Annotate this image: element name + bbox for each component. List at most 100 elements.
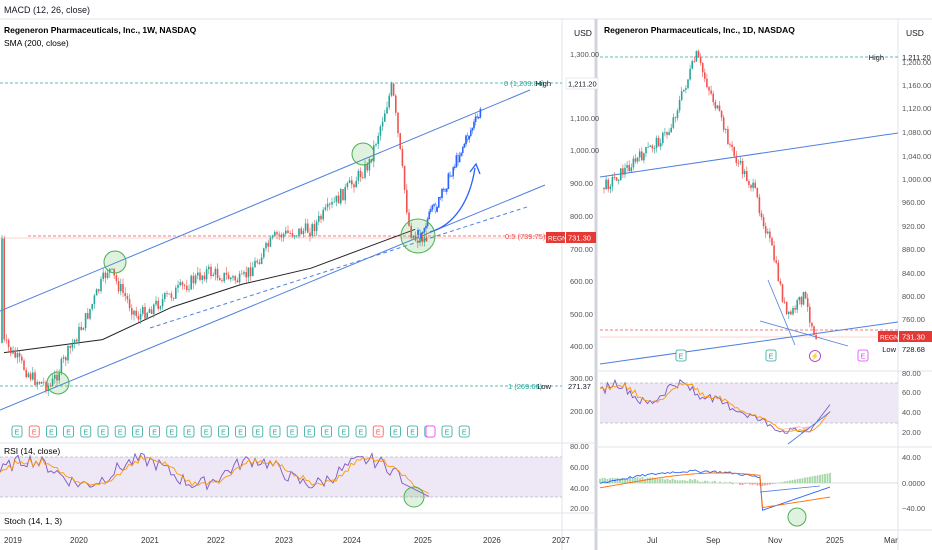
highlight-circle-2020[interactable] bbox=[103, 250, 127, 274]
right-wedge-line-a[interactable] bbox=[767, 279, 796, 346]
right-wedge-line-b[interactable] bbox=[759, 320, 849, 347]
right-macd-histogram[interactable] bbox=[599, 473, 831, 486]
earnings-event-marker[interactable] bbox=[166, 425, 178, 438]
left-rsi-line[interactable] bbox=[0, 452, 430, 497]
right-support-line[interactable] bbox=[599, 321, 899, 365]
highlight-circle-rsi[interactable] bbox=[403, 486, 425, 508]
earnings-event-marker[interactable] bbox=[338, 425, 350, 438]
earnings-event-marker[interactable] bbox=[355, 425, 367, 438]
earnings-event-marker[interactable] bbox=[303, 425, 315, 438]
macd-histogram-bar bbox=[751, 483, 754, 485]
right-time-axis[interactable]: Jul Sep Nov 2025 Mar bbox=[647, 536, 898, 545]
right-rsi-line[interactable] bbox=[599, 378, 831, 434]
earnings-event-marker[interactable] bbox=[441, 425, 453, 438]
earnings-event-marker[interactable] bbox=[217, 425, 229, 438]
projected-candle-body bbox=[450, 175, 453, 177]
left-stoch-label[interactable]: Stoch (14, 1, 3) bbox=[4, 516, 62, 526]
daily-candle-body bbox=[689, 68, 691, 80]
highlight-circle-2024[interactable] bbox=[351, 142, 375, 166]
dividend-event-marker[interactable] bbox=[809, 350, 821, 362]
daily-candle-body bbox=[649, 145, 651, 147]
left-price-tick: 500.00 bbox=[570, 310, 593, 319]
daily-candles[interactable] bbox=[603, 49, 817, 340]
candle-body bbox=[362, 177, 364, 179]
right-macd-divergence-line[interactable] bbox=[759, 485, 821, 493]
earnings-event-marker[interactable] bbox=[11, 425, 23, 438]
candle-body bbox=[14, 350, 16, 358]
earnings-event-marker[interactable] bbox=[458, 425, 470, 438]
candle-body bbox=[269, 237, 272, 247]
macd-histogram-bar bbox=[771, 483, 774, 485]
candle-body bbox=[51, 378, 54, 386]
earnings-event-marker[interactable] bbox=[63, 425, 74, 438]
left-price-tick: 600.00 bbox=[570, 277, 593, 286]
earnings-event-marker[interactable] bbox=[765, 349, 777, 362]
left-currency-label[interactable]: USD bbox=[574, 28, 592, 38]
projection-group[interactable] bbox=[417, 106, 482, 241]
earnings-event-marker[interactable] bbox=[372, 425, 384, 438]
candle-body bbox=[128, 299, 131, 309]
right-macd-tick-40: 40.00 bbox=[902, 453, 921, 462]
right-rsi-divergence-line[interactable] bbox=[787, 411, 831, 445]
earnings-event-marker[interactable] bbox=[46, 425, 57, 438]
earnings-event-marker[interactable] bbox=[80, 425, 92, 438]
candle-body bbox=[56, 374, 58, 381]
candle-body bbox=[78, 326, 80, 342]
left-rsi-label[interactable]: RSI (14, close) bbox=[4, 446, 60, 456]
candle-body bbox=[412, 235, 415, 238]
right-macd-line[interactable] bbox=[599, 469, 831, 511]
candle-body bbox=[291, 233, 294, 237]
earnings-event-marker[interactable] bbox=[114, 425, 126, 438]
left-low-label: Low bbox=[537, 382, 551, 391]
right-macd-signal-line[interactable] bbox=[599, 472, 831, 509]
right-rsi-signal-line[interactable] bbox=[599, 382, 831, 433]
earnings-event-marker[interactable] bbox=[235, 425, 247, 438]
earnings-event-marker[interactable] bbox=[149, 425, 161, 438]
left-rsi-signal-line[interactable] bbox=[0, 454, 430, 494]
candle-body bbox=[179, 282, 181, 285]
earnings-event-marker[interactable] bbox=[269, 425, 281, 438]
earnings-event-marker[interactable] bbox=[321, 425, 333, 438]
earnings-event-marker[interactable] bbox=[286, 425, 298, 438]
earnings-event-marker[interactable] bbox=[407, 425, 419, 438]
earnings-event-marker[interactable] bbox=[28, 425, 40, 438]
right-price-axis[interactable]: 1,200.00 1,160.00 1,120.00 1,080.00 1,040.00… bbox=[902, 58, 931, 324]
earnings-event-marker[interactable] bbox=[389, 425, 401, 438]
left-earnings-events[interactable]: EEEEEEEEEEEEEEEEEEEEEEEEEEE bbox=[11, 425, 470, 438]
macd-histogram-bar bbox=[631, 478, 634, 484]
lower-channel-line[interactable] bbox=[0, 184, 546, 411]
earnings-event-marker[interactable] bbox=[675, 349, 687, 362]
highlight-circle-2019[interactable] bbox=[46, 371, 70, 395]
highlight-circle-2024-low[interactable] bbox=[400, 218, 436, 254]
candle-body bbox=[340, 189, 342, 204]
macd-indicator-label[interactable]: MACD (12, 26, close) bbox=[4, 5, 91, 15]
earnings-event-marker[interactable] bbox=[97, 425, 109, 438]
highlight-circle-macd[interactable] bbox=[787, 507, 807, 527]
macd-histogram-bar bbox=[774, 483, 776, 484]
daily-candle-body bbox=[735, 155, 738, 163]
earnings-event-marker[interactable] bbox=[857, 349, 869, 362]
earnings-event-marker[interactable] bbox=[131, 425, 143, 438]
earnings-event-label: E bbox=[393, 430, 398, 437]
right-currency-label[interactable]: USD bbox=[906, 28, 924, 38]
candle-body bbox=[93, 295, 96, 305]
left-price-axis[interactable]: 1,300.00 1,100.00 1,000.00 900.00 800.00 700.… bbox=[570, 50, 599, 416]
dividend-event-marker[interactable] bbox=[425, 425, 436, 438]
right-earnings-events[interactable]: E E ⚡ E bbox=[675, 349, 869, 362]
earnings-event-marker[interactable] bbox=[183, 425, 195, 438]
macd-histogram-bar bbox=[671, 478, 674, 484]
dashed-support-line[interactable] bbox=[149, 205, 531, 329]
right-resistance-line[interactable] bbox=[599, 132, 899, 178]
left-sma-label[interactable]: SMA (200, close) bbox=[4, 38, 69, 48]
earnings-event-marker[interactable] bbox=[200, 425, 212, 438]
earnings-event-label: E bbox=[376, 430, 381, 437]
left-time-axis[interactable]: 2019 2020 2021 2022 2023 2024 2025 2026 2027 bbox=[4, 536, 570, 545]
sma-200-line[interactable] bbox=[3, 228, 416, 354]
daily-candle-body bbox=[748, 181, 750, 185]
left-time-label: 2026 bbox=[483, 536, 501, 545]
earnings-event-marker[interactable] bbox=[252, 425, 264, 438]
upper-channel-line[interactable] bbox=[0, 89, 531, 312]
weekly-candles[interactable] bbox=[1, 81, 428, 397]
projection-arrow[interactable] bbox=[429, 167, 476, 233]
